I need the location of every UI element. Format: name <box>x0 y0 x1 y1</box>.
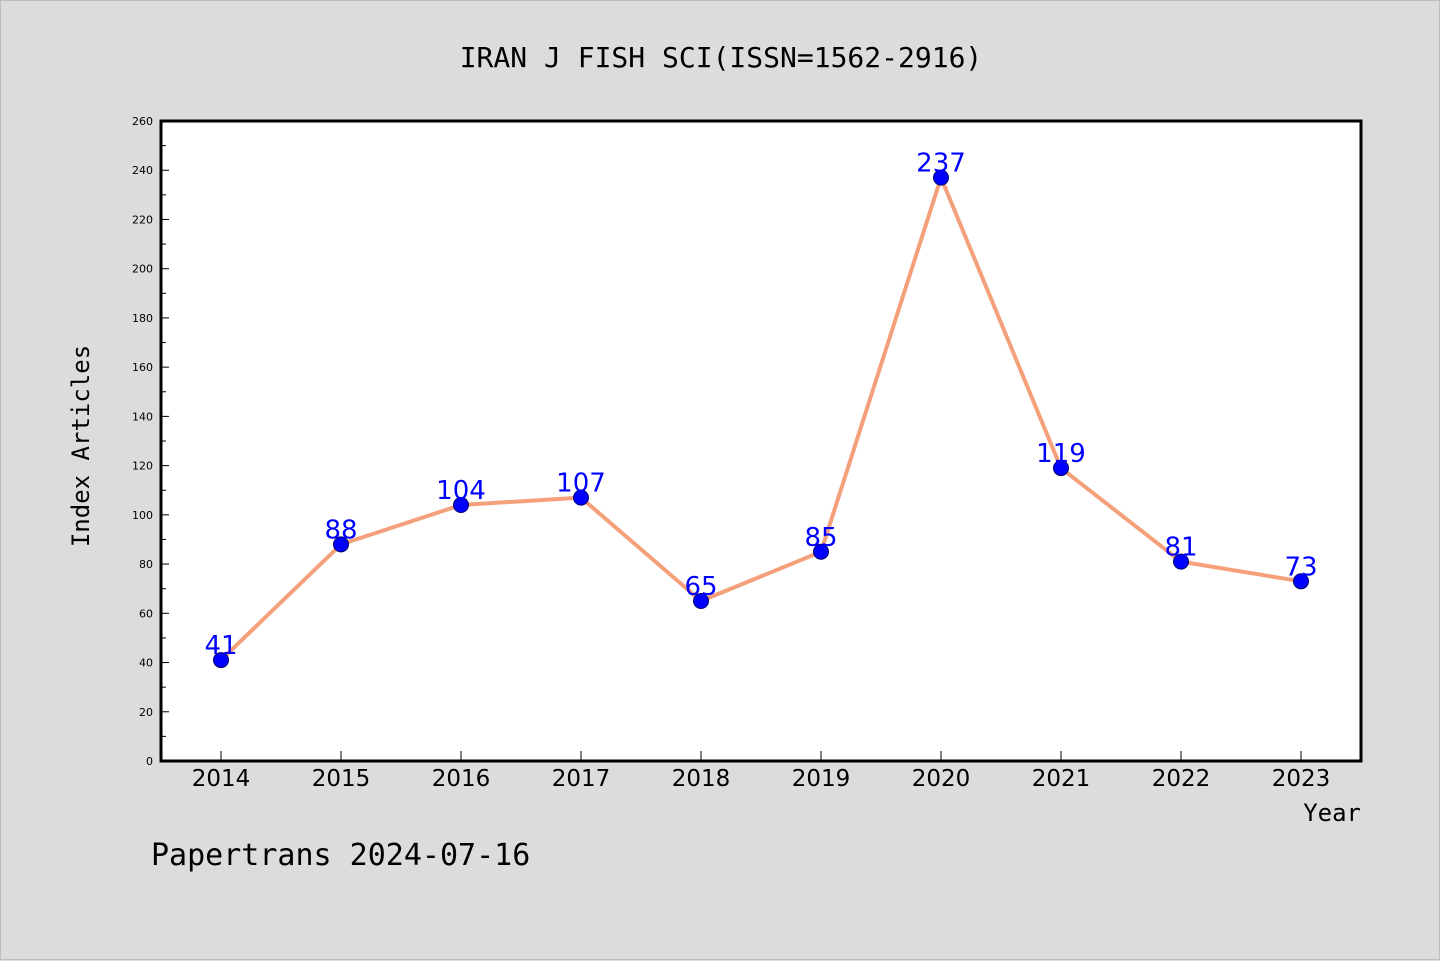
y-tick-label: 160 <box>132 361 153 374</box>
data-point <box>1053 460 1069 477</box>
data-label: 88 <box>324 515 357 545</box>
data-point <box>813 543 829 560</box>
data-label: 104 <box>436 476 486 506</box>
data-point <box>213 652 229 669</box>
data-markers <box>213 169 1309 669</box>
y-tick-label: 40 <box>139 657 153 670</box>
data-label: 73 <box>1284 552 1317 582</box>
y-tick-label: 140 <box>132 410 153 423</box>
data-label: 85 <box>804 523 837 553</box>
x-tick-label: 2022 <box>1152 766 1211 792</box>
plot-frame <box>159 119 1363 763</box>
x-tick-label: 2017 <box>552 766 611 792</box>
y-axis-ticks: 0 20 40 60 80 100 120 140 160 180 200 220 240 260 <box>132 115 169 768</box>
x-tick-label: 2020 <box>912 766 971 792</box>
data-point <box>693 593 709 609</box>
x-tick-label: 2023 <box>1272 766 1331 792</box>
x-tick-label: 2015 <box>312 766 371 792</box>
data-point <box>1173 553 1189 570</box>
y-tick-label: 0 <box>146 755 153 768</box>
x-tick-label: 2014 <box>192 766 251 792</box>
data-point <box>453 497 469 513</box>
y-tick-label: 180 <box>132 312 153 325</box>
x-axis-label: Year <box>1303 799 1361 827</box>
y-tick-label: 240 <box>132 164 153 177</box>
x-tick-label: 2021 <box>1032 766 1091 792</box>
data-label: 81 <box>1164 533 1197 563</box>
x-tick-label: 2018 <box>672 766 731 792</box>
plot-area <box>161 121 1361 761</box>
footer-watermark: Papertrans 2024-07-16 <box>151 838 530 873</box>
data-point <box>933 169 949 186</box>
y-tick-label: 220 <box>132 213 153 226</box>
data-label: 237 <box>916 149 966 179</box>
data-point <box>573 489 589 506</box>
y-tick-label: 20 <box>139 706 153 719</box>
data-point <box>333 536 349 553</box>
data-label: 65 <box>684 572 717 602</box>
data-label: 119 <box>1036 439 1086 469</box>
data-label: 107 <box>556 469 606 499</box>
series-line <box>219 175 1302 662</box>
data-labels: 41 88 104 107 65 85 237 119 81 73 <box>204 149 1317 661</box>
chart-title: IRAN J FISH SCI(ISSN=1562-2916) <box>460 41 983 74</box>
y-tick-label: 60 <box>139 607 153 620</box>
data-point <box>1293 573 1309 590</box>
y-axis-label: Index Articles <box>67 345 95 547</box>
x-tick-label: 2019 <box>792 766 851 792</box>
y-tick-label: 200 <box>132 263 153 276</box>
y-tick-label: 100 <box>132 509 153 522</box>
y-tick-label: 260 <box>132 115 153 128</box>
x-axis-ticks: 2014 2015 2016 2017 2018 2019 2020 2021 2022 2023 <box>192 751 1331 792</box>
y-tick-label: 80 <box>139 558 153 571</box>
x-tick-label: 2016 <box>432 766 491 792</box>
y-tick-label: 120 <box>132 460 153 473</box>
data-label: 41 <box>204 631 237 661</box>
